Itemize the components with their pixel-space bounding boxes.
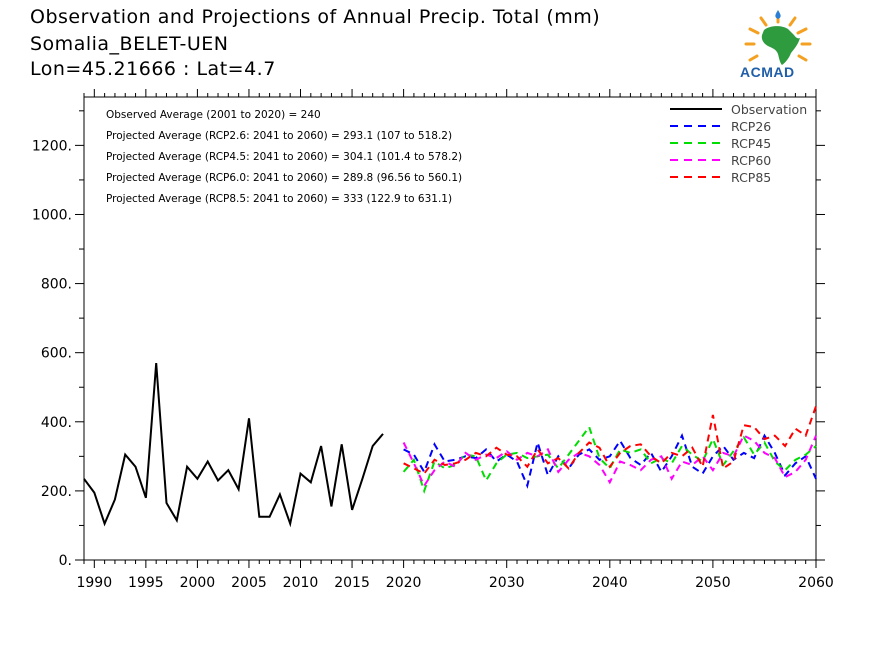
series-line-rcp60 [402, 434, 817, 488]
legend-label-rcp85: RCP85 [731, 170, 771, 185]
x-tick-label: 1990 [76, 575, 112, 591]
x-tick-label: 2020 [386, 575, 422, 591]
station-coords: Lon=45.21666 : Lat=4.7 [30, 58, 276, 80]
y-tick-label: 600. [41, 346, 72, 362]
annotation-text: Projected Average (RCP4.5: 2041 to 2060)… [106, 151, 462, 163]
x-tick-label: 2060 [798, 575, 834, 591]
acmad-logo [738, 8, 818, 82]
series-line-rcp26 [403, 432, 817, 489]
x-tick-label: 2040 [592, 575, 628, 591]
legend-label-rcp45: RCP45 [731, 136, 771, 151]
series-line-observation [83, 363, 384, 528]
annotation-text: Projected Average (RCP8.5: 2041 to 2060)… [106, 193, 452, 205]
legend-label-observation: Observation [731, 102, 807, 117]
x-tick-label: 1995 [128, 575, 164, 591]
x-tick-label: 2000 [180, 575, 216, 591]
legend-label-rcp60: RCP60 [731, 153, 771, 168]
annotation-text: Projected Average (RCP6.0: 2041 to 2060)… [106, 172, 462, 184]
logo-text: ACMAD [740, 64, 795, 80]
series-line-rcp85 [403, 405, 817, 475]
y-tick-label: 1000. [32, 207, 72, 223]
africa-map-icon [744, 10, 812, 65]
series-line-rcp45 [402, 424, 817, 495]
y-tick-label: 0. [59, 553, 72, 569]
x-tick-label: 2010 [283, 575, 319, 591]
plot-frame [83, 96, 817, 561]
y-tick-label: 400. [41, 415, 72, 431]
annotation-text: Observed Average (2001 to 2020) = 240 [106, 109, 321, 121]
y-tick-label: 1200. [32, 138, 72, 154]
annotation-text: Projected Average (RCP2.6: 2041 to 2060)… [106, 130, 452, 142]
x-tick-label: 2050 [695, 575, 731, 591]
chart-title: Observation and Projections of Annual Pr… [30, 6, 601, 28]
y-tick-label: 800. [41, 277, 72, 293]
y-tick-label: 200. [41, 484, 72, 500]
legend-label-rcp26: RCP26 [731, 119, 771, 134]
x-tick-label: 2030 [489, 575, 525, 591]
station-name: Somalia_BELET-UEN [30, 33, 229, 55]
x-tick-label: 2015 [334, 575, 370, 591]
x-tick-label: 2005 [231, 575, 267, 591]
